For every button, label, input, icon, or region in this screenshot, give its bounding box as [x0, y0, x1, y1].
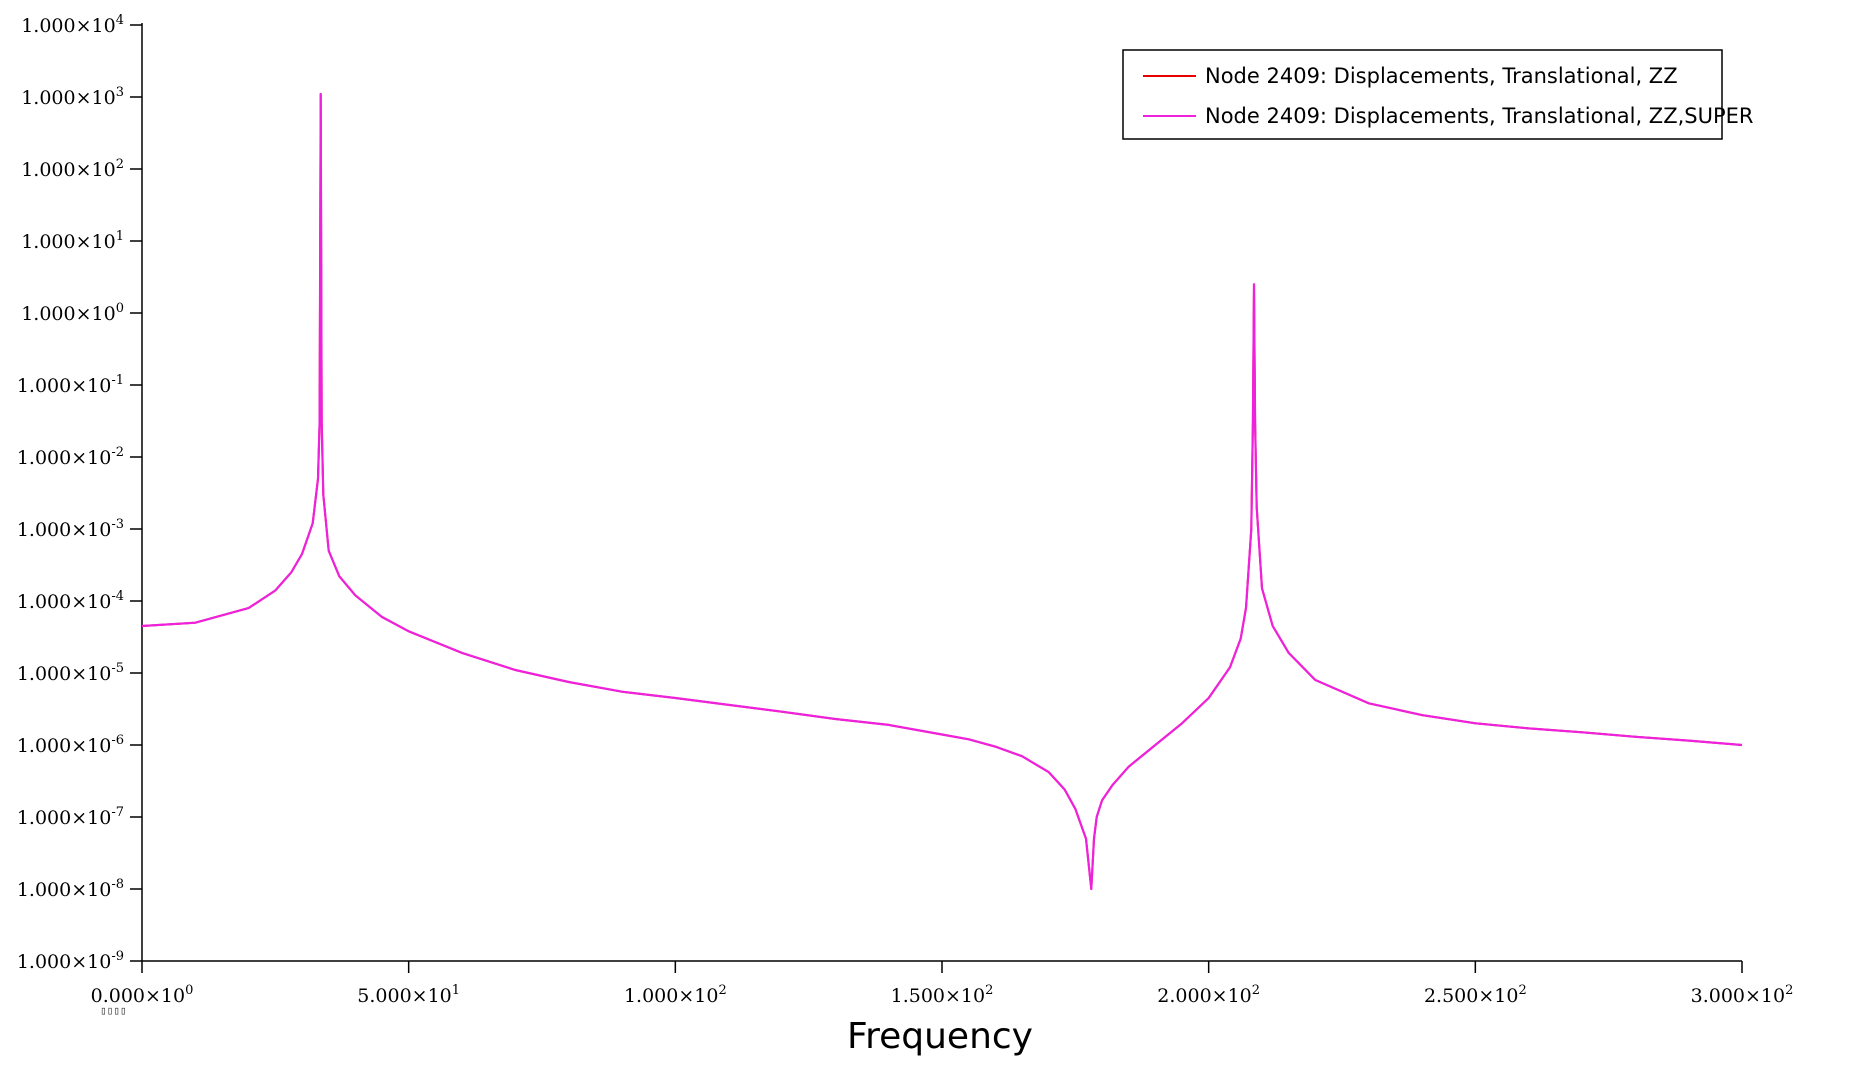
- legend-label-1: Node 2409: Displacements, Translational,…: [1205, 64, 1678, 88]
- y-tick-label: 1.000×103: [21, 85, 124, 109]
- x-tick-label: 1.000×102: [624, 983, 727, 1007]
- y-tick-label: 1.000×10-4: [17, 589, 124, 613]
- series-line-2: [141, 92, 1743, 891]
- y-tick-label: 1.000×10-2: [17, 445, 124, 469]
- legend: Node 2409: Displacements, Translational,…: [1122, 49, 1753, 140]
- y-tick-label: 1.000×10-6: [17, 733, 124, 757]
- x-tick-label: 2.000×102: [1157, 983, 1260, 1007]
- y-tick-label: 1.000×100: [21, 301, 124, 325]
- series-line-1: [141, 93, 1743, 890]
- artifact-glyphs: ▯▯▯▯: [100, 1004, 127, 1017]
- axes: [141, 23, 1742, 962]
- x-axis-title: Frequency: [847, 1016, 1033, 1057]
- y-tick-label: 1.000×101: [21, 229, 124, 253]
- x-axis-ticks: 0.000×100 5.000×101 1.000×102 1.500×102 2.00…: [91, 961, 1794, 1007]
- series-layer: [141, 92, 1743, 891]
- y-axis-ticks: 1.000×104 1.000×103 1.000×102 1.000×101 1.00…: [17, 13, 142, 973]
- legend-box: [1122, 49, 1723, 140]
- y-tick-label: 1.000×10-9: [17, 949, 124, 973]
- y-tick-label: 1.000×10-5: [17, 661, 124, 685]
- x-tick-label: 5.000×101: [357, 983, 460, 1007]
- y-tick-label: 1.000×104: [21, 13, 124, 37]
- y-tick-label: 1.000×10-8: [17, 877, 124, 901]
- y-tick-label: 1.000×102: [21, 157, 124, 181]
- y-tick-label: 1.000×10-7: [17, 805, 124, 829]
- legend-label-2: Node 2409: Displacements, Translational,…: [1205, 104, 1753, 128]
- x-tick-label: 1.500×102: [891, 983, 994, 1007]
- x-tick-label: 0.000×100: [91, 983, 194, 1007]
- y-tick-label: 1.000×10-3: [17, 517, 124, 541]
- x-tick-label: 2.500×102: [1424, 983, 1527, 1007]
- y-tick-label: 1.000×10-1: [17, 373, 124, 397]
- x-tick-label: 3.000×102: [1691, 983, 1794, 1007]
